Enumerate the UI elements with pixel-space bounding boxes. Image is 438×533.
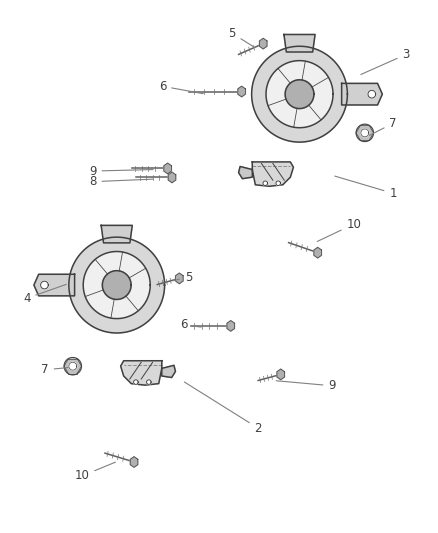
Polygon shape xyxy=(41,281,48,289)
Text: 7: 7 xyxy=(41,364,68,376)
Text: 10: 10 xyxy=(317,217,361,241)
Polygon shape xyxy=(314,247,321,258)
Polygon shape xyxy=(259,38,267,49)
Polygon shape xyxy=(239,166,252,179)
Text: 8: 8 xyxy=(89,175,153,188)
Polygon shape xyxy=(34,274,74,296)
Text: 2: 2 xyxy=(184,382,262,435)
Text: 6: 6 xyxy=(180,318,201,332)
Polygon shape xyxy=(276,181,280,185)
Text: 5: 5 xyxy=(228,27,255,47)
Polygon shape xyxy=(356,124,374,142)
Polygon shape xyxy=(176,273,183,284)
Text: 9: 9 xyxy=(276,379,336,392)
Polygon shape xyxy=(368,91,376,98)
Polygon shape xyxy=(227,320,234,331)
Text: 6: 6 xyxy=(159,80,203,94)
Polygon shape xyxy=(162,365,176,377)
Polygon shape xyxy=(83,252,150,319)
Polygon shape xyxy=(238,86,245,97)
Polygon shape xyxy=(102,271,131,300)
Polygon shape xyxy=(252,162,293,187)
Polygon shape xyxy=(64,358,81,375)
Polygon shape xyxy=(168,172,176,183)
Text: 4: 4 xyxy=(23,285,66,305)
Polygon shape xyxy=(285,80,314,109)
Polygon shape xyxy=(134,380,138,384)
Polygon shape xyxy=(284,35,315,52)
Polygon shape xyxy=(252,46,347,142)
Text: 9: 9 xyxy=(89,165,153,177)
Polygon shape xyxy=(120,361,162,385)
Polygon shape xyxy=(342,83,382,105)
Polygon shape xyxy=(164,163,171,174)
Text: 7: 7 xyxy=(370,117,397,135)
Polygon shape xyxy=(69,362,77,370)
Polygon shape xyxy=(147,380,151,384)
Text: 1: 1 xyxy=(335,176,397,200)
Text: 3: 3 xyxy=(361,48,410,75)
Polygon shape xyxy=(277,369,285,379)
Polygon shape xyxy=(130,457,138,467)
Polygon shape xyxy=(361,129,369,137)
Polygon shape xyxy=(266,61,333,128)
Polygon shape xyxy=(263,181,268,185)
Text: 10: 10 xyxy=(74,462,116,482)
Text: 5: 5 xyxy=(173,271,192,284)
Polygon shape xyxy=(69,237,165,333)
Polygon shape xyxy=(101,225,132,243)
